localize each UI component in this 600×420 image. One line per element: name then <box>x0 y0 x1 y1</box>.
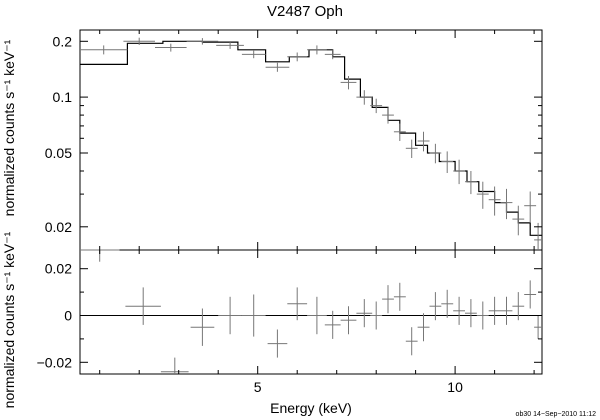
residual-point <box>534 315 542 339</box>
data-point <box>216 42 244 49</box>
axes: 5 10 0.02 0.05 0.1 0.2 −0.02 0 0.02 <box>37 30 542 395</box>
data-point <box>155 43 187 52</box>
model-step-line <box>80 40 542 236</box>
lower-y-tick-label: −0.02 <box>37 354 73 370</box>
x-tick-label: 5 <box>254 379 262 395</box>
residual-point <box>356 299 373 328</box>
data-point <box>370 98 383 114</box>
lower-panel <box>80 249 542 374</box>
residual-point <box>307 296 327 335</box>
residual-point <box>287 287 308 321</box>
data-point <box>241 50 266 59</box>
lower-y-tick-label: 0 <box>64 308 72 324</box>
residual-point <box>453 296 465 325</box>
residual-point <box>512 292 525 321</box>
residual-point <box>218 296 242 335</box>
y-axis-label-lower: normalized counts s⁻¹ keV⁻¹ <box>1 231 17 408</box>
lower-panel-frame <box>79 249 543 375</box>
residual-point <box>190 308 215 346</box>
residual-point <box>405 327 418 356</box>
residual-point <box>267 329 288 358</box>
upper-panel <box>80 37 542 250</box>
data-point <box>476 181 489 209</box>
data-point <box>307 45 327 55</box>
y-axis-label-upper: normalized counts s⁻¹ keV⁻¹ <box>1 39 17 216</box>
data-point <box>512 205 525 236</box>
data-point <box>500 188 513 220</box>
residual-point <box>500 296 513 325</box>
residual-point <box>382 285 394 314</box>
upper-y-tick-label: 0.2 <box>53 33 73 49</box>
data-point <box>265 62 290 72</box>
residual-point <box>465 299 477 328</box>
data-point <box>123 37 155 45</box>
data-point <box>393 123 406 141</box>
data-point <box>417 131 430 152</box>
chart-title: V2487 Oph <box>267 3 343 20</box>
residual-point <box>524 280 537 309</box>
data-point <box>524 191 537 223</box>
residual-point <box>241 294 266 337</box>
y-axis-label-group: normalized counts s⁻¹ keV⁻¹ normalized c… <box>1 39 17 408</box>
residual-point <box>160 357 189 374</box>
residual-point <box>476 301 489 330</box>
data-point <box>405 139 418 158</box>
residual-point <box>370 301 383 330</box>
lower-y-tick-label: 0.02 <box>45 261 72 277</box>
upper-y-tick-label: 0.1 <box>53 89 73 105</box>
residual-point <box>429 292 442 321</box>
upper-y-tick-label: 0.02 <box>45 219 72 235</box>
residual-point <box>324 310 341 339</box>
data-point <box>465 171 477 195</box>
data-point <box>488 186 501 216</box>
data-point <box>441 151 454 173</box>
data-point <box>453 159 465 185</box>
data-point <box>340 76 357 90</box>
data-point <box>429 143 442 164</box>
residual-point <box>441 289 454 318</box>
residual-point <box>488 296 501 325</box>
residual-point <box>125 287 161 325</box>
data-point <box>287 52 308 62</box>
data-point <box>186 38 219 45</box>
residual-point <box>340 306 357 335</box>
data-point <box>382 107 394 124</box>
upper-panel-frame <box>79 29 543 251</box>
data-point <box>80 45 128 55</box>
x-axis-label: Energy (keV) <box>270 400 352 416</box>
data-point <box>356 90 373 105</box>
residual-point <box>393 282 406 311</box>
data-point <box>534 222 542 250</box>
data-point <box>324 49 341 60</box>
x-tick-label: 10 <box>447 379 463 395</box>
upper-y-tick-label: 0.05 <box>45 145 72 161</box>
residual-point <box>417 313 430 342</box>
footer-timestamp: ob30 14−Sep−2010 11:12 <box>516 411 597 418</box>
